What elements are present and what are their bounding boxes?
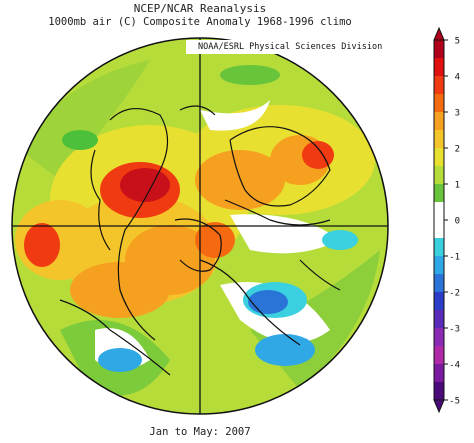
period-label: Jan to May: 2007 <box>149 426 251 438</box>
colorbar-bin <box>434 328 444 346</box>
map-subtitle: 1000mb air (C) Composite Anomaly 1968-19… <box>48 16 352 28</box>
anomaly-field <box>12 38 388 414</box>
colorbar-bin <box>434 256 444 274</box>
colorbar-bin <box>434 364 444 382</box>
colorbar-tick-label: 3 <box>455 109 460 119</box>
map-title: NCEP/NCAR Reanalysis <box>133 2 267 15</box>
colorbar-bin <box>434 346 444 364</box>
colorbar-tick-label: -2 <box>449 289 460 299</box>
colorbar-bin <box>434 148 444 166</box>
colorbar-bin <box>434 184 444 202</box>
colorbar-bin <box>434 310 444 328</box>
colorbar-max-arrow <box>433 26 445 41</box>
polar-anomaly-map <box>11 37 389 415</box>
colorbar-bin <box>434 220 444 238</box>
colorbar-bin <box>434 274 444 292</box>
colorbar-bin <box>434 130 444 148</box>
colorbar-bin <box>434 112 444 130</box>
colorbar: 5 4 3 2 1 0 -1 -2 -3 -4 -5 <box>433 26 460 414</box>
colorbar-tick-label: 4 <box>455 73 460 83</box>
colorbar-tick-label: -1 <box>449 253 460 263</box>
colorbar-tick-label: -4 <box>449 361 460 371</box>
colorbar-bin <box>434 166 444 184</box>
colorbar-tick-label: 5 <box>455 37 460 47</box>
colorbar-bin <box>434 76 444 94</box>
colorbar-bin <box>434 58 444 76</box>
graticule <box>12 38 388 414</box>
colorbar-tick-label: 0 <box>455 217 460 227</box>
credit-label: NOAA/ESRL Physical Sciences Division <box>186 40 386 54</box>
colorbar-tick-label: -3 <box>449 325 460 335</box>
colorbar-bin <box>434 40 444 58</box>
colorbar-bin <box>434 238 444 256</box>
coastlines <box>59 105 341 376</box>
colorbar-tick-label: -5 <box>449 397 460 407</box>
colorbar-tick-label: 2 <box>455 145 460 155</box>
colorbar-tick-label: 1 <box>455 181 460 191</box>
colorbar-bin <box>434 292 444 310</box>
colorbar-bin <box>434 94 444 112</box>
colorbar-min-arrow <box>433 399 445 414</box>
colorbar-bin <box>434 202 444 220</box>
map-border <box>11 37 389 415</box>
colorbar-bin <box>434 382 444 400</box>
